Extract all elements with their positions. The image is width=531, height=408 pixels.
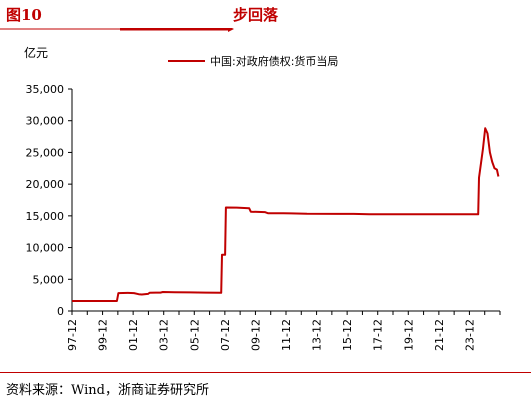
- figure-header: 图10 步回落: [0, 0, 531, 34]
- y-tick-label: 35,000: [26, 83, 65, 96]
- y-axis-unit-label: 亿元: [24, 46, 49, 60]
- source-note: 资料来源：Wind，浙商证券研究所: [6, 383, 209, 398]
- x-tick-label: 21-12: [433, 319, 446, 351]
- legend-label: 中国:对政府债权:货币当局: [210, 54, 338, 68]
- series-line: [72, 127, 500, 302]
- figure-number: 图10: [6, 6, 42, 24]
- x-tick-label: 01-12: [127, 319, 140, 351]
- x-tick-label: 99-12: [97, 319, 110, 351]
- footer-divider: [0, 372, 531, 373]
- y-tick-label: 20,000: [26, 178, 65, 191]
- figure-title: 步回落: [233, 6, 279, 24]
- x-tick-label: 11-12: [280, 319, 293, 351]
- x-tick-label: 07-12: [219, 319, 232, 351]
- x-tick-label: 15-12: [341, 319, 354, 351]
- x-tick-label: 09-12: [249, 319, 262, 351]
- y-tick-label: 10,000: [26, 242, 65, 255]
- x-tick-label: 05-12: [188, 319, 201, 351]
- x-tick-label: 23-12: [463, 319, 476, 351]
- x-tick-label: 13-12: [311, 319, 324, 351]
- line-chart: 0 5,000 10,000 15,000 20,000 25,000 30,000 35,0…: [26, 54, 501, 351]
- x-tick-label: 17-12: [372, 319, 385, 351]
- x-tick-label: 19-12: [402, 319, 415, 351]
- x-tick-label: 03-12: [158, 319, 171, 351]
- y-tick-label: 5,000: [33, 273, 65, 286]
- y-tick-label: 30,000: [26, 115, 65, 128]
- header-underline: [0, 28, 234, 32]
- x-tick-label: 97-12: [66, 319, 79, 351]
- y-tick-label: 0: [57, 305, 64, 318]
- y-tick-label: 15,000: [26, 210, 65, 223]
- y-tick-label: 25,000: [26, 146, 65, 159]
